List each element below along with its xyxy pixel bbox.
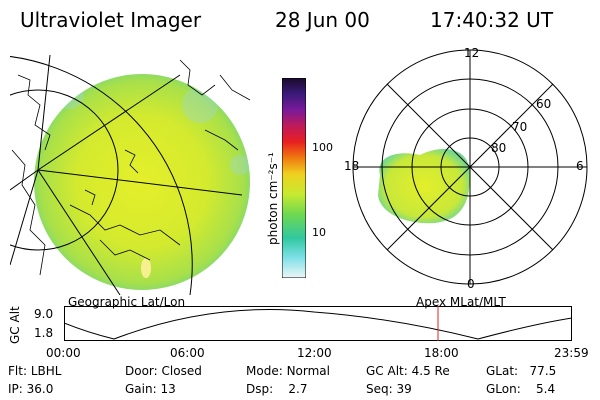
colorbar-tick-10: 10 xyxy=(312,226,326,239)
gc-alt-field: GC Alt: 4.5 Re xyxy=(366,364,450,378)
dsp-value: 2.7 xyxy=(288,382,308,396)
date-label: 28 Jun 00 xyxy=(275,8,370,32)
flt-field: Flt: LBHL xyxy=(8,364,62,378)
gain-value: 13 xyxy=(160,382,176,396)
glat-value: 77.5 xyxy=(529,364,557,378)
gc-alt-axis-label: GC Alt xyxy=(8,306,22,344)
glon-value: 5.4 xyxy=(536,382,556,396)
geographic-coords-label: Geographic Lat/Lon xyxy=(68,295,186,309)
glat-field: GLat: 77.5 xyxy=(486,364,557,378)
instrument-title: Ultraviolet Imager xyxy=(20,8,202,32)
polar-grid xyxy=(352,49,588,285)
dsp-field: Dsp: 2.7 xyxy=(246,382,308,396)
colorbar-unit-label: photon cm⁻²s⁻¹ xyxy=(266,152,280,245)
door-value: Closed xyxy=(161,364,202,378)
mlt-label-6: 6 xyxy=(576,159,584,173)
time-tick-2359: 23:59 xyxy=(554,346,589,360)
altitude-trace-plot xyxy=(64,306,572,341)
apex-coords-label: Apex MLat/MLT xyxy=(416,295,506,309)
time-tick-18: 18:00 xyxy=(424,346,459,360)
lat-label-70: 70 xyxy=(512,120,528,134)
flt-value: LBHL xyxy=(30,364,62,378)
lat-lon-grid xyxy=(10,55,243,295)
mode-field: Mode: Normal xyxy=(246,364,330,378)
auroral-region xyxy=(378,149,470,224)
color-scale-bar xyxy=(282,78,306,278)
gc-alt-value: 4.5 Re xyxy=(411,364,450,378)
lat-label-60: 60 xyxy=(536,97,552,111)
alt-tick-high: 9.0 xyxy=(34,307,54,321)
bright-spot xyxy=(141,258,151,278)
alt-tick-low: 1.8 xyxy=(34,326,54,340)
seq-field: Seq: 39 xyxy=(366,382,412,396)
glon-field: GLon: 5.4 xyxy=(486,382,556,396)
seq-value: 39 xyxy=(396,382,412,396)
ip-field: IP: 36.0 xyxy=(8,382,54,396)
mlt-label-0: 0 xyxy=(467,277,475,291)
polar-mlt-plot xyxy=(352,49,588,285)
mlt-label-12: 12 xyxy=(464,46,480,60)
ip-value: 36.0 xyxy=(26,382,54,396)
time-label: 17:40:32 UT xyxy=(430,8,554,32)
coastlines xyxy=(11,59,251,276)
mlt-label-18: 18 xyxy=(344,159,360,173)
colorbar-tick-100: 100 xyxy=(312,141,333,154)
time-tick-06: 06:00 xyxy=(170,346,205,360)
door-field: Door: Closed xyxy=(125,364,202,378)
time-tick-12: 12:00 xyxy=(297,346,332,360)
lat-label-80: 80 xyxy=(491,141,507,155)
image-disk xyxy=(34,74,250,290)
geographic-image xyxy=(10,55,251,295)
mode-value: Normal xyxy=(286,364,330,378)
time-tick-00: 00:00 xyxy=(46,346,81,360)
altitude-curve xyxy=(64,309,572,340)
gain-field: Gain: 13 xyxy=(125,382,176,396)
